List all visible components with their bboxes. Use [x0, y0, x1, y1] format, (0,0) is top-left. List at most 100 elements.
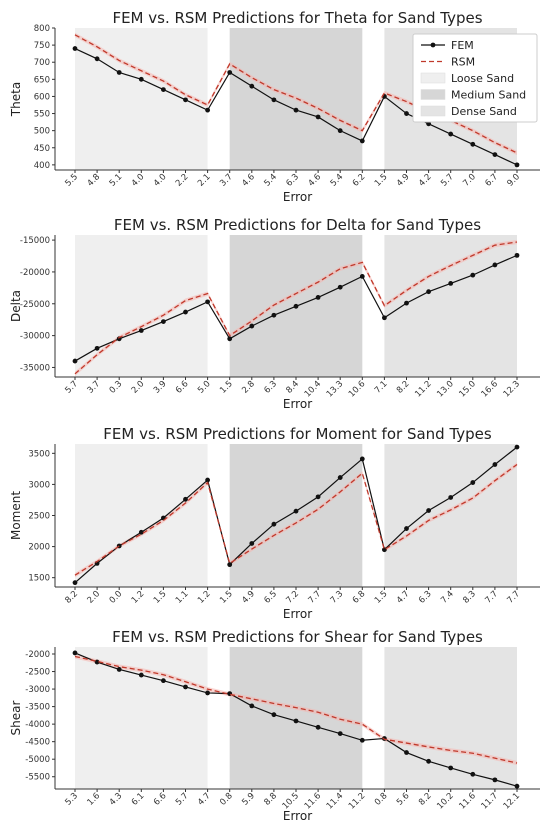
x-tick-label: 6.7 — [483, 172, 500, 189]
fem-data-point — [382, 315, 387, 321]
x-tick-label: 1.6 — [86, 791, 103, 808]
x-tick-label: 1.5 — [373, 172, 390, 189]
delta-chart: FEM vs. RSM Predictions for Delta for Sa… — [9, 216, 540, 411]
legend-rsm-label: RSM — [451, 56, 475, 69]
y-tick-label: 800 — [34, 24, 50, 34]
x-tick-label: 7.1 — [373, 379, 390, 396]
fem-data-point — [116, 70, 122, 75]
y-tick-label: -2500 — [25, 668, 50, 678]
y-axis-label: Delta — [9, 290, 23, 322]
fem-data-point — [293, 107, 299, 113]
x-tick-label: 7.7 — [505, 589, 522, 606]
x-tick-label: 12.3 — [502, 379, 522, 399]
y-axis-label: Moment — [9, 491, 23, 540]
y-tick-label: 1500 — [28, 574, 50, 584]
fem-data-point — [183, 496, 188, 502]
chart-title: FEM vs. RSM Predictions for Delta for Sa… — [114, 216, 481, 234]
fem-data-point — [359, 138, 365, 144]
x-tick-label: 1.5 — [152, 589, 169, 606]
shear-chart: FEM vs. RSM Predictions for Shear for Sa… — [9, 628, 540, 823]
x-axis-label: Error — [283, 397, 312, 411]
fem-data-point — [404, 526, 409, 531]
fem-data-point — [293, 718, 299, 724]
y-tick-label: 750 — [34, 41, 50, 51]
x-tick-label: 11.7 — [480, 791, 500, 811]
x-tick-label: 4.6 — [240, 172, 257, 189]
x-tick-label: 7.2 — [284, 589, 301, 606]
x-tick-label: 4.9 — [240, 589, 257, 606]
chart-title: FEM vs. RSM Predictions for Moment for S… — [103, 425, 492, 443]
x-tick-label: 10.6 — [347, 379, 367, 399]
fem-data-point — [470, 480, 476, 485]
fem-data-point — [514, 783, 520, 789]
dense-sand-region — [384, 444, 517, 587]
y-tick-label: 600 — [34, 92, 50, 102]
x-tick-label: 1.2 — [196, 589, 213, 606]
fem-data-point — [426, 121, 431, 127]
y-axis-label: Shear — [9, 700, 23, 735]
x-tick-label: 15.0 — [457, 379, 477, 399]
x-tick-label: 1.5 — [218, 379, 235, 396]
fem-data-point — [337, 475, 343, 480]
legend-fem-marker — [430, 42, 436, 48]
x-tick-label: 4.0 — [152, 172, 169, 189]
fem-data-point — [337, 128, 343, 134]
y-tick-label: -35000 — [20, 363, 50, 373]
fem-data-point — [94, 659, 100, 665]
fem-data-point — [205, 477, 211, 483]
fem-data-point — [448, 765, 454, 771]
rsm-series-line — [74, 463, 518, 576]
fem-data-point — [271, 712, 277, 718]
x-tick-label: 8.2 — [395, 379, 412, 396]
legend-fem-label: FEM — [451, 39, 474, 52]
fem-data-point — [72, 358, 78, 364]
fem-data-point — [161, 678, 166, 684]
fem-data-point — [183, 97, 188, 103]
x-tick-label: 2.1 — [196, 172, 213, 189]
y-tick-label: 3500 — [28, 449, 50, 459]
fem-data-point — [426, 289, 431, 295]
fem-data-point — [514, 162, 520, 168]
x-tick-label: 4.2 — [417, 172, 434, 189]
x-tick-label: 4.9 — [395, 172, 412, 189]
x-tick-label: 4.3 — [108, 791, 125, 808]
fem-data-point — [404, 111, 409, 116]
x-axis-label: Error — [283, 190, 312, 204]
y-tick-label: 500 — [34, 127, 50, 137]
x-tick-label: 6.3 — [262, 379, 279, 396]
fem-data-point — [448, 131, 454, 137]
x-tick-label: 1.2 — [130, 589, 147, 606]
x-tick-label: 10.2 — [435, 791, 455, 811]
rsm-confidence-band — [75, 239, 517, 376]
x-tick-label: 11.4 — [325, 791, 345, 811]
fem-data-point — [116, 667, 122, 672]
fem-data-point — [492, 777, 498, 783]
x-tick-label: 7.0 — [461, 172, 478, 189]
fem-data-point — [227, 562, 233, 568]
x-tick-label: 8.4 — [284, 379, 301, 396]
fem-data-point — [72, 650, 78, 656]
y-tick-label: -15000 — [20, 236, 50, 246]
y-tick-label: 550 — [34, 110, 50, 120]
x-axis-label: Error — [283, 809, 312, 823]
x-tick-label: 13.0 — [435, 379, 455, 399]
fem-data-point — [293, 303, 299, 309]
fem-data-point — [315, 295, 321, 300]
x-tick-label: 5.4 — [329, 172, 346, 189]
legend-loose-swatch — [420, 72, 446, 84]
x-tick-label: 5.6 — [395, 791, 412, 808]
x-tick-label: 8.8 — [262, 791, 279, 808]
y-axis-label: Theta — [9, 82, 23, 117]
fem-data-point — [470, 771, 476, 777]
x-tick-label: 2.2 — [174, 172, 191, 189]
fem-data-point — [448, 495, 454, 500]
x-tick-label: 4.0 — [130, 172, 147, 189]
fem-data-point — [72, 46, 78, 51]
fem-data-point — [161, 87, 166, 92]
x-tick-label: 9.0 — [505, 172, 522, 189]
x-tick-label: 6.1 — [130, 791, 147, 808]
x-tick-label: 0.8 — [373, 791, 390, 808]
fem-data-point — [227, 70, 233, 75]
x-tick-label: 11.2 — [413, 379, 433, 399]
